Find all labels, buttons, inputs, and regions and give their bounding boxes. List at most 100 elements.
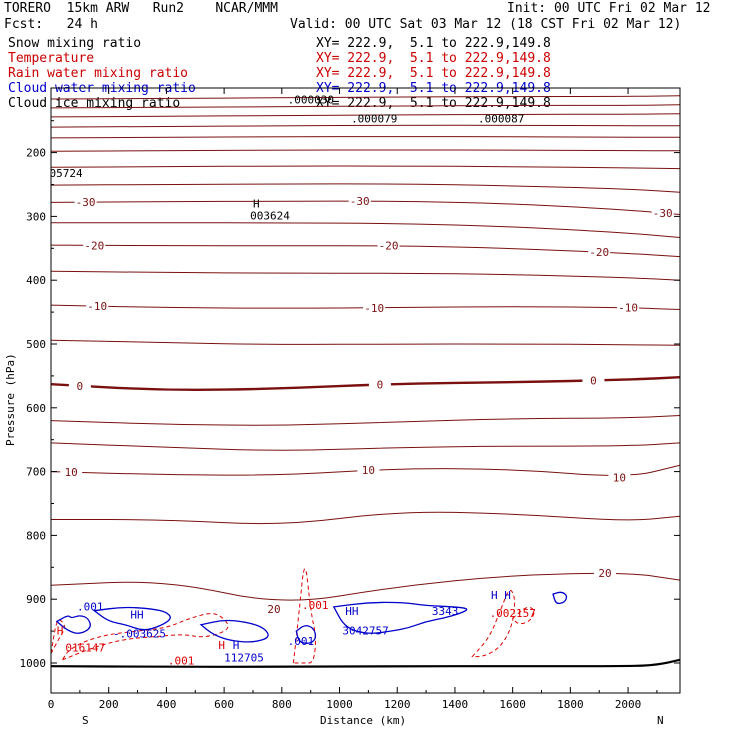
x-tick-label: 1600 — [499, 698, 526, 711]
field-xy-cloud-ice: XY= 222.9, 5.1 to 222.9,149.8 — [316, 96, 551, 111]
y-axis-label: Pressure (hPa) — [4, 353, 17, 446]
contour-annotation: H — [57, 624, 64, 637]
field-name-cloud-ice: Cloud ice mixing ratio — [8, 96, 181, 111]
y-tick-label: 400 — [26, 274, 46, 287]
x-tick-label: 1000 — [326, 698, 353, 711]
x-tick-label: 200 — [99, 698, 119, 711]
x-tick-label: 800 — [272, 698, 292, 711]
isotherm-line — [51, 442, 680, 451]
contour-annotation: HH — [345, 605, 358, 618]
isotherm-label-bg — [377, 239, 400, 252]
contour-annotation: .001 — [288, 635, 315, 648]
contour-annotation: H — [233, 639, 240, 652]
isotherm-line — [51, 304, 680, 310]
isotherm-label: 0 — [590, 374, 597, 387]
ground-surface-line — [51, 658, 680, 668]
rain-water-contour — [292, 568, 316, 664]
isotherm-label: 0 — [377, 378, 384, 391]
isotherm-line — [51, 222, 680, 238]
contour-annotation: .001 — [168, 654, 195, 667]
y-tick-label: 700 — [26, 466, 46, 479]
isotherm-label-bg — [368, 378, 391, 391]
field-name-snow: Snow mixing ratio — [8, 36, 142, 51]
isotherm-line — [51, 183, 680, 193]
isotherm-label-bg — [582, 374, 605, 387]
x-end-label-right: N — [657, 714, 664, 727]
contour-annotation: 112705 — [224, 652, 264, 665]
cloud-water-contour — [55, 615, 91, 634]
isotherm-label: 20 — [598, 567, 611, 580]
isotherm-label-bg — [593, 566, 616, 579]
x-tick-label: 0 — [48, 698, 55, 711]
isotherm-line — [51, 149, 680, 152]
contour-annotation: .000079 — [351, 113, 397, 126]
isotherm-line — [51, 95, 680, 100]
isotherm-line — [51, 270, 680, 281]
contour-annotation: 3042757 — [342, 624, 388, 637]
cloud-water-contour — [332, 601, 468, 634]
isotherm-label-bg — [651, 206, 674, 219]
contour-annotation: H — [253, 197, 260, 210]
isotherm-line — [51, 200, 680, 215]
isotherm-line — [51, 165, 680, 170]
isotherm-line — [51, 124, 680, 128]
isotherm-label-bg — [83, 239, 106, 252]
field-name-temperature: Temperature — [8, 51, 95, 66]
y-tick-label: 1000 — [20, 657, 47, 670]
x-axis-label: Distance (km) — [320, 714, 406, 727]
isotherm-line — [51, 113, 680, 118]
contour-annotation: .000087 — [478, 113, 524, 126]
isotherm-label-bg — [348, 195, 371, 208]
x-tick-label: 2000 — [615, 698, 642, 711]
isotherm-label-bg — [363, 301, 386, 314]
isotherm-label-bg — [86, 300, 109, 313]
isotherm-line — [51, 464, 680, 476]
cloud-water-contour — [199, 619, 269, 643]
contour-annotation: -.003625 — [113, 627, 166, 640]
isotherm-line — [51, 104, 680, 109]
plot-frame — [50, 87, 681, 694]
contour-annotation: .001 — [77, 601, 104, 614]
contour-annotation: 003624 — [250, 210, 290, 223]
isotherm-label: -10 — [618, 302, 638, 315]
isotherm-label: -30 — [653, 207, 673, 220]
valid-time: Valid: 00 UTC Sat 03 Mar 12 (18 CST Fri … — [290, 17, 682, 32]
contour-annotation: H H — [491, 589, 511, 602]
isotherm-label: 10 — [65, 466, 78, 479]
forecast-hour: Fcst: 24 h — [4, 17, 98, 32]
isotherm-label: -10 — [364, 302, 384, 315]
contour-annotation: HH — [130, 608, 143, 621]
y-tick-label: 200 — [26, 147, 46, 160]
isotherm-line — [51, 415, 680, 426]
rain-water-contour — [511, 606, 535, 625]
isotherm-label-bg — [608, 471, 631, 484]
isotherm-label-bg — [357, 464, 380, 477]
model-title: TORERO 15km ARW Run2 NCAR/MMM — [4, 1, 278, 16]
field-xy-snow: XY= 222.9, 5.1 to 222.9,149.8 — [316, 36, 551, 51]
x-tick-label: 600 — [214, 698, 234, 711]
contour-annotation: 3343 — [432, 605, 459, 618]
isotherm-line — [51, 136, 680, 139]
contour-annotation: H — [218, 639, 225, 652]
isotherm-label-bg — [74, 196, 97, 209]
y-tick-label: 900 — [26, 593, 46, 606]
isotherm-label: -20 — [84, 239, 104, 252]
isotherm-label: 0 — [77, 380, 84, 393]
isotherm-label: -20 — [589, 246, 609, 259]
isotherm-label: 10 — [613, 471, 626, 484]
x-tick-label: 400 — [156, 698, 176, 711]
isotherm-line — [51, 511, 680, 525]
rain-water-contour — [471, 589, 516, 658]
isotherm-line — [51, 376, 680, 392]
isotherm-label-bg — [617, 301, 640, 314]
contour-annotation: .001 — [302, 599, 329, 612]
contour-annotation: 016147 — [65, 642, 105, 655]
cloud-water-contour — [295, 625, 317, 644]
y-tick-label: 600 — [26, 402, 46, 415]
isotherm-label-bg — [68, 379, 91, 392]
isotherm-line — [51, 572, 680, 601]
isotherm-label-bg — [60, 466, 83, 479]
y-tick-label: 300 — [26, 210, 46, 223]
isotherm-label: -30 — [76, 196, 96, 209]
